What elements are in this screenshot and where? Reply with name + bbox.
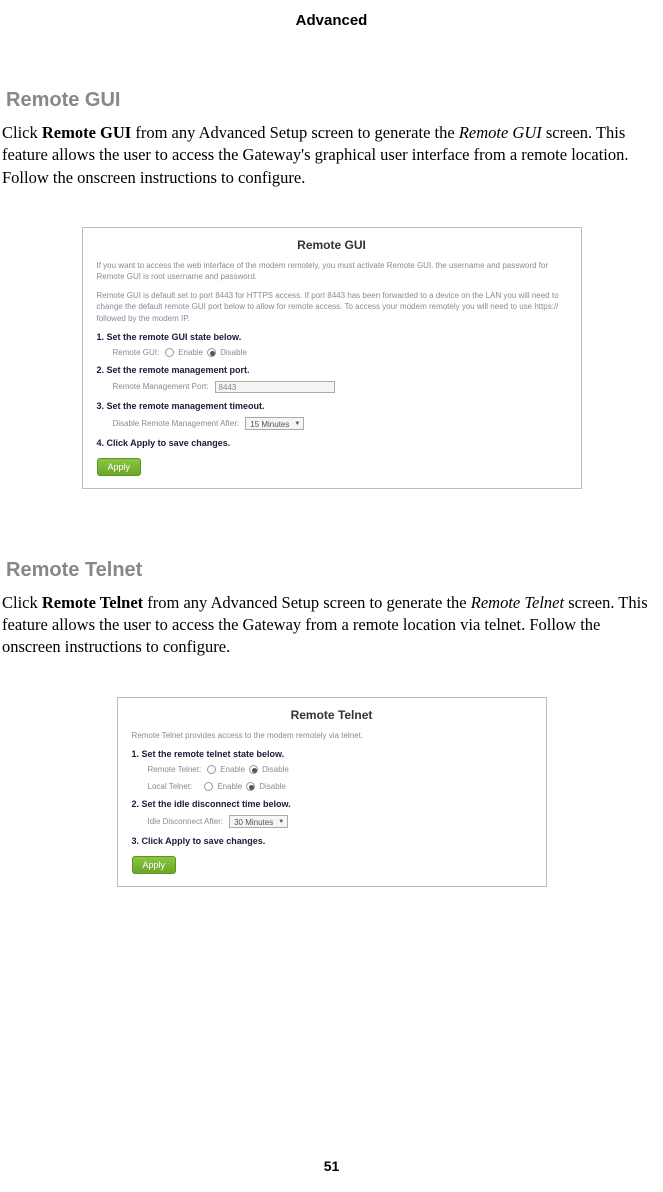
radio-label-enable: Enable (178, 348, 203, 357)
panel-step-2: 2. Set the idle disconnect time below. (132, 799, 532, 809)
body-ital-remote-telnet: Remote Telnet (471, 593, 564, 612)
field-label: Disable Remote Management After: (113, 419, 240, 428)
field-local-telnet-state: Local Telnet: Enable Disable (148, 782, 532, 791)
field-label: Remote Telnet: (148, 765, 202, 774)
radio-disable[interactable] (207, 348, 216, 357)
field-label: Idle Disconnect After: (148, 817, 224, 826)
field-remote-port: Remote Management Port: 8443 (113, 381, 567, 393)
body-text: from any Advanced Setup screen to genera… (143, 593, 471, 612)
field-label: Remote GUI: (113, 348, 160, 357)
idle-disconnect-select[interactable]: 30 Minutes (229, 815, 288, 828)
field-idle-disconnect: Idle Disconnect After: 30 Minutes (148, 815, 532, 828)
panel-step-2: 2. Set the remote management port. (97, 365, 567, 375)
body-link-remote-telnet: Remote Telnet (42, 593, 143, 612)
field-label: Remote Management Port: (113, 382, 209, 391)
radio-label-disable: Disable (262, 765, 289, 774)
body-text: Click (2, 123, 42, 142)
radio-enable[interactable] (165, 348, 174, 357)
body-link-remote-gui: Remote GUI (42, 123, 131, 142)
panel-intro-text: Remote GUI is default set to port 8443 f… (97, 290, 567, 324)
radio-disable[interactable] (246, 782, 255, 791)
body-text: Click (2, 593, 42, 612)
panel-remote-telnet: Remote Telnet Remote Telnet provides acc… (117, 697, 547, 887)
radio-enable[interactable] (204, 782, 213, 791)
panel-intro-text: If you want to access the web interface … (97, 260, 567, 282)
radio-label-disable: Disable (220, 348, 247, 357)
apply-button[interactable]: Apply (132, 856, 177, 874)
field-label: Local Telnet: (148, 782, 193, 791)
radio-label-enable: Enable (220, 765, 245, 774)
timeout-select[interactable]: 15 Minutes (245, 417, 304, 430)
panel-intro-text: Remote Telnet provides access to the mod… (132, 730, 532, 741)
remote-port-input[interactable]: 8443 (215, 381, 335, 393)
body-text: from any Advanced Setup screen to genera… (131, 123, 459, 142)
radio-label-disable: Disable (259, 782, 286, 791)
panel-title-remote-gui: Remote GUI (97, 238, 567, 252)
field-remote-gui-state: Remote GUI: Enable Disable (113, 348, 567, 357)
radio-label-enable: Enable (217, 782, 242, 791)
panel-step-4: 4. Click Apply to save changes. (97, 438, 567, 448)
apply-button[interactable]: Apply (97, 458, 142, 476)
radio-enable[interactable] (207, 765, 216, 774)
panel-step-1: 1. Set the remote GUI state below. (97, 332, 567, 342)
panel-step-3: 3. Click Apply to save changes. (132, 836, 532, 846)
section-body-remote-telnet: Click Remote Telnet from any Advanced Se… (2, 592, 661, 659)
panel-step-1: 1. Set the remote telnet state below. (132, 749, 532, 759)
field-remote-timeout: Disable Remote Management After: 15 Minu… (113, 417, 567, 430)
panel-title-remote-telnet: Remote Telnet (132, 708, 532, 722)
body-ital-remote-gui: Remote GUI (459, 123, 542, 142)
panel-step-3: 3. Set the remote management timeout. (97, 401, 567, 411)
field-remote-telnet-state: Remote Telnet: Enable Disable (148, 765, 532, 774)
radio-disable[interactable] (249, 765, 258, 774)
panel-remote-gui: Remote GUI If you want to access the web… (82, 227, 582, 489)
section-title-remote-telnet: Remote Telnet (6, 559, 663, 582)
page-number: 51 (0, 1158, 663, 1174)
section-title-remote-gui: Remote GUI (6, 89, 663, 112)
section-body-remote-gui: Click Remote GUI from any Advanced Setup… (2, 122, 661, 189)
page-header: Advanced (0, 0, 663, 89)
